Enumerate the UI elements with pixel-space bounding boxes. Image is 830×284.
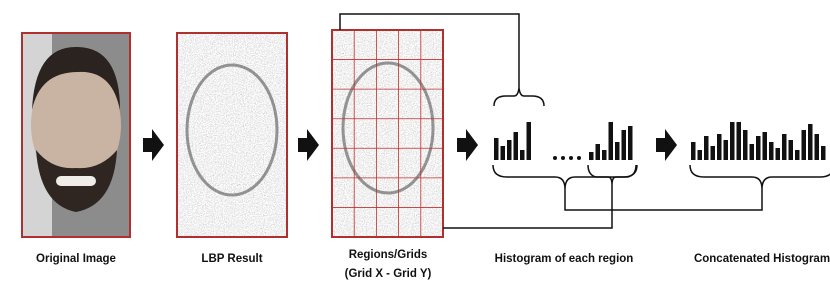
histogram-bar (596, 144, 601, 160)
histogram-bar (507, 140, 512, 160)
histogram-bar (724, 140, 729, 160)
histogram-bar (730, 122, 735, 160)
histogram-bar (756, 136, 761, 160)
histogram-bar (514, 132, 519, 160)
original-image (22, 33, 130, 237)
page: {"steps": [ {"label": "Original Image"},… (0, 0, 830, 284)
step-sublabel: (Grid X - Grid Y) (345, 268, 432, 280)
step-label: Regions/Grids (349, 249, 428, 261)
histogram-bar (520, 150, 525, 160)
histogram-bar (789, 140, 794, 160)
histogram-bar (615, 142, 620, 160)
histogram-bar (763, 132, 768, 160)
histogram-bar (808, 124, 813, 160)
histogram-bar (750, 144, 755, 160)
histogram-bar (737, 122, 742, 160)
step-label: Histogram of each region (495, 253, 634, 265)
histogram-bar (501, 146, 506, 160)
histogram-bar (717, 134, 722, 160)
histogram-bar (628, 126, 633, 160)
grid-image (332, 30, 443, 237)
lbp-image (177, 33, 287, 237)
step-label: Original Image (36, 253, 116, 265)
histogram-bar (776, 148, 781, 160)
step-label: Concatenated Histogram (694, 253, 830, 265)
histogram-bar (704, 136, 709, 160)
histogram-bar (711, 146, 716, 160)
histogram-bar (691, 142, 696, 160)
histogram-bar (769, 142, 774, 160)
diagram: Original Image LBP Result Regions/Grids … (0, 0, 830, 284)
histogram-bar (743, 130, 748, 160)
histogram-bar (802, 130, 807, 160)
histogram-bar (622, 130, 627, 160)
histogram-bar (698, 150, 703, 160)
histogram-bar (795, 150, 800, 160)
histogram-bar (815, 134, 820, 160)
histogram-bar (821, 146, 826, 160)
histogram-bar (782, 134, 787, 160)
step-label: LBP Result (201, 253, 262, 265)
histogram-bar (589, 152, 594, 160)
histogram-bar (609, 122, 614, 160)
histogram-bar (494, 138, 499, 160)
histogram-bar (602, 150, 607, 160)
histogram-bar (527, 122, 532, 160)
